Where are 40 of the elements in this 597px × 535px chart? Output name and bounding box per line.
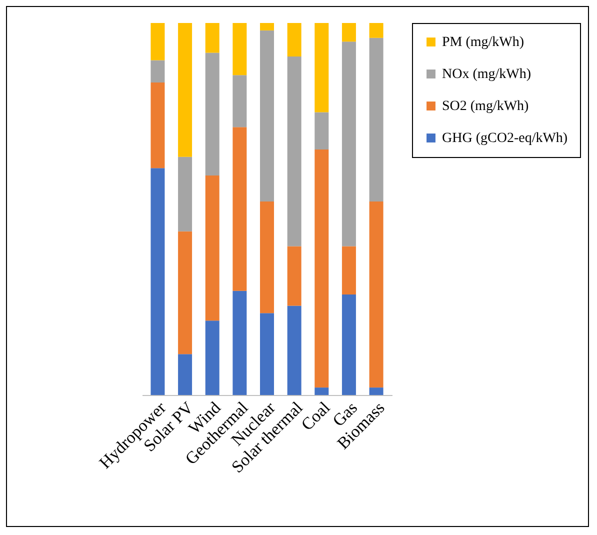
bar	[342, 23, 356, 42]
bar	[314, 149, 329, 388]
bar	[150, 60, 165, 83]
bar	[260, 30, 274, 202]
bar	[287, 56, 302, 246]
bar	[260, 23, 274, 30]
bar	[287, 246, 302, 306]
bar	[150, 23, 165, 60]
bar	[369, 38, 384, 202]
bar	[342, 294, 356, 395]
bar	[287, 23, 302, 56]
bar	[314, 388, 329, 395]
bar	[314, 112, 329, 150]
bar	[369, 388, 384, 395]
bar	[150, 82, 165, 168]
bar	[178, 156, 192, 232]
bar	[287, 306, 302, 395]
bar	[232, 290, 247, 395]
bar	[232, 127, 247, 291]
bar	[178, 23, 192, 157]
legend-label: PM (mg/kWh)	[442, 35, 524, 50]
bar	[260, 313, 274, 395]
legend-label: SO2 (mg/kWh)	[442, 99, 530, 114]
bar	[178, 231, 192, 354]
bar	[205, 176, 220, 321]
legend-label: NOx (mg/kWh)	[442, 67, 532, 82]
bar	[178, 354, 192, 395]
bar	[369, 202, 384, 388]
bar	[369, 23, 384, 38]
bar	[232, 75, 247, 128]
bar	[314, 23, 329, 112]
bar	[205, 320, 220, 395]
bar	[342, 42, 356, 246]
bar	[205, 52, 220, 176]
bar	[205, 23, 220, 53]
bar	[342, 246, 356, 295]
bar	[232, 23, 247, 76]
bar	[150, 168, 165, 395]
legend-label: GHG (gCO2-eq/kWh)	[442, 131, 568, 146]
bar	[260, 202, 274, 314]
